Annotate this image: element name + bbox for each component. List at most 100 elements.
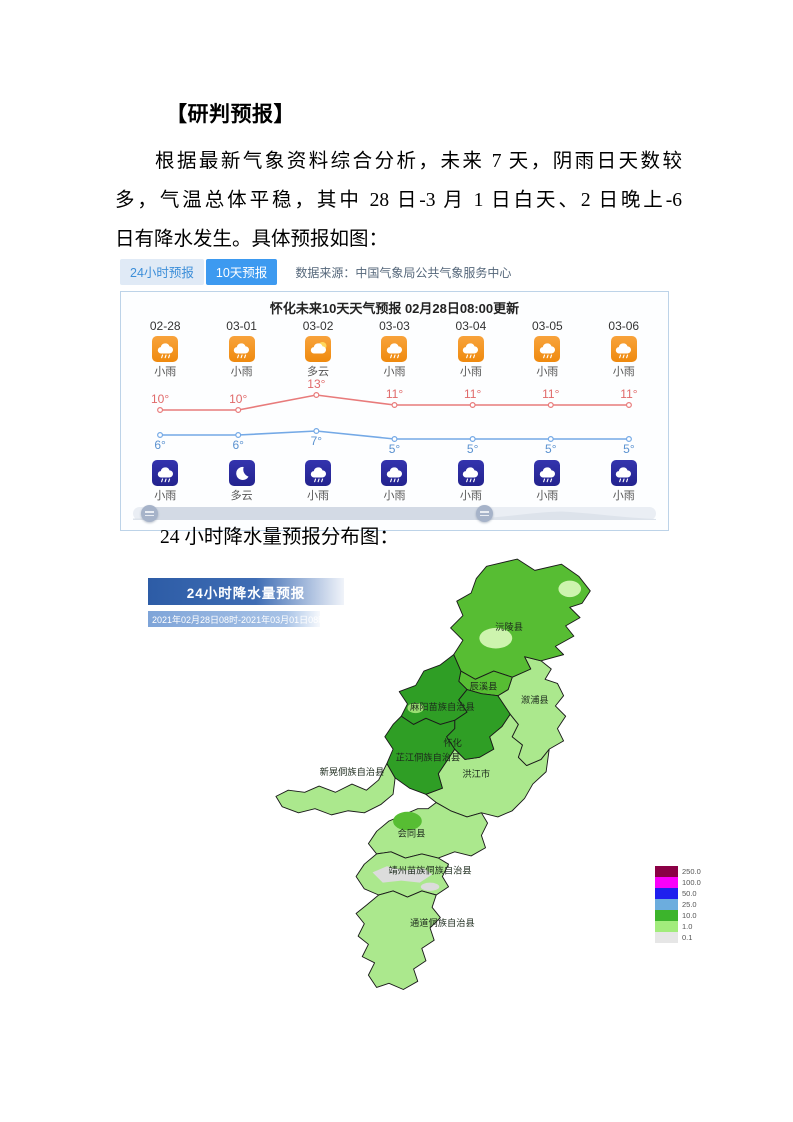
- temp-point: [313, 427, 320, 434]
- temp-point: [547, 435, 554, 442]
- forecast-date: 02-28: [149, 319, 181, 333]
- cloudy-weather-night-icon: [228, 460, 255, 486]
- legend-value: 1.0: [682, 922, 693, 931]
- legend-row: 1.0: [655, 921, 701, 932]
- high-temp-value: 11°: [464, 387, 481, 401]
- night-weather-label: 小雨: [536, 490, 559, 502]
- region-label-tongdao: 通道侗族自治县: [410, 917, 475, 928]
- slider-handle-right[interactable]: [475, 505, 493, 522]
- map-legend: 250.0 100.0 50.0 25.0 10.0 1.0 0.1: [655, 866, 701, 943]
- rain-weather-night-icon: [305, 460, 332, 486]
- legend-swatch: [655, 932, 678, 943]
- patch-yuanling-light: [479, 627, 513, 649]
- night-weather-cell: 多云: [203, 457, 279, 502]
- rain-weather-night-icon: [610, 460, 637, 486]
- legend-swatch: [655, 921, 678, 932]
- cloudy-weather-day-icon: [305, 336, 332, 362]
- low-temp-value: 6°: [154, 438, 166, 452]
- time-range-slider[interactable]: [133, 505, 656, 522]
- section-heading: 【研判预报】: [166, 102, 295, 126]
- night-weather-label: 小雨: [612, 490, 635, 502]
- day-weather-cell: 小雨: [433, 333, 509, 378]
- high-temp-value: 10°: [151, 392, 169, 406]
- forecast-tabs: 24小时预报 10天预报 数据来源：中国气象局公共气象服务中心: [120, 259, 669, 285]
- high-temp-value: 13°: [307, 379, 325, 391]
- day-weather-cell: 小雨: [127, 333, 203, 378]
- time-slider-area: [121, 501, 668, 522]
- rain-weather-day-icon: [152, 336, 179, 362]
- legend-swatch: [655, 888, 678, 899]
- legend-row: 250.0: [655, 866, 701, 877]
- rain-weather-night-icon: [152, 460, 179, 486]
- night-weather-label: 小雨: [154, 490, 177, 502]
- temp-point: [625, 435, 632, 442]
- night-weather-label: 多云: [230, 490, 253, 502]
- night-weather-label: 小雨: [383, 490, 406, 502]
- date-row: 02-28 03-01 03-02 03-03 03-04 03-05 03-06: [121, 319, 668, 333]
- temp-point: [625, 402, 632, 409]
- temp-point: [469, 402, 476, 409]
- day-weather-cell: 小雨: [203, 333, 279, 378]
- temp-point: [235, 407, 242, 414]
- day-weather-label: 小雨: [536, 366, 559, 378]
- region-xinhuang: [275, 763, 396, 816]
- night-weather-row: 小雨 多云 小雨 小雨 小雨 小雨 小雨: [121, 457, 668, 502]
- tab-10day-forecast[interactable]: 10天预报: [205, 259, 278, 285]
- forecast-date: 03-01: [226, 319, 257, 333]
- high-temp-value: 10°: [229, 392, 247, 406]
- paragraph-line: 根据最新气象资料综合分析，未来 7 天，阴雨日天数较: [155, 151, 682, 172]
- rain-weather-day-icon: [457, 336, 484, 362]
- legend-row: 25.0: [655, 899, 701, 910]
- forecast-date: 03-02: [302, 319, 334, 333]
- high-temp-value: 11°: [542, 387, 559, 401]
- slider-selected-range[interactable]: [146, 507, 486, 520]
- low-temp-value: 6°: [232, 438, 244, 452]
- forecast-title: 怀化未来10天天气预报 02月28日08:00更新: [269, 301, 520, 316]
- forecast-paragraph: 根据最新气象资料综合分析，未来 7 天，阴雨日天数较 多，气温总体平稳，其中 2…: [115, 142, 682, 259]
- region-label-xupu: 溆浦县: [521, 694, 549, 705]
- region-label-hongjiang: 洪江市: [462, 768, 490, 779]
- rain-weather-day-icon: [534, 336, 561, 362]
- region-zhijiang: [384, 715, 456, 795]
- night-weather-cell: 小雨: [433, 457, 509, 502]
- high-temp-value: 11°: [386, 387, 403, 401]
- paragraph-line: 日有降水发生。具体预报如图：: [115, 229, 389, 250]
- region-mayang: [398, 654, 468, 725]
- legend-value: 50.0: [682, 889, 697, 898]
- day-weather-label: 小雨: [459, 366, 482, 378]
- data-source-text: 数据来源：中国气象局公共气象服务中心: [295, 265, 512, 280]
- low-temp-value: 5°: [467, 442, 479, 456]
- map-banner-title: 24小时降水量预报: [148, 578, 344, 605]
- night-weather-label: 小雨: [307, 490, 330, 502]
- patch-jingzhou-gray: [372, 866, 433, 883]
- patch-mayang-light: [407, 702, 424, 714]
- temp-point: [391, 435, 398, 442]
- tab-24h-forecast[interactable]: 24小时预报: [120, 259, 204, 285]
- rain-weather-night-icon: [457, 460, 484, 486]
- night-weather-cell: 小雨: [509, 457, 585, 502]
- night-weather-label: 小雨: [459, 490, 482, 502]
- day-weather-cell: 小雨: [509, 333, 585, 378]
- temp-point: [391, 402, 398, 409]
- rain-weather-day-icon: [610, 336, 637, 362]
- map-banner-period: 2021年02月28日08时-2021年03月01日08时: [148, 611, 327, 627]
- day-weather-label: 小雨: [154, 366, 177, 378]
- paragraph-line: 多，气温总体平稳，其中 28 日-3 月 1 日白天、2 日晚上-6: [115, 190, 682, 211]
- day-weather-label: 多云: [307, 366, 330, 378]
- low-temp-value: 7°: [311, 434, 323, 448]
- patch-yuanling-ne-light: [558, 580, 582, 598]
- slider-handle-left[interactable]: [140, 505, 158, 522]
- legend-value: 10.0: [682, 911, 697, 920]
- forecast-date: 03-06: [608, 319, 640, 333]
- legend-swatch: [655, 877, 678, 888]
- forecast-widget: 24小时预报 10天预报 数据来源：中国气象局公共气象服务中心 怀化未来10天天…: [120, 259, 669, 531]
- region-label-jingzhou: 靖州苗族侗族自治县: [388, 864, 471, 875]
- rain-weather-day-icon: [381, 336, 408, 362]
- low-temp-value: 5°: [545, 442, 557, 456]
- legend-swatch: [655, 866, 678, 877]
- rain-weather-day-icon: [228, 336, 255, 362]
- region-label-huitong: 会同县: [398, 827, 426, 838]
- night-weather-cell: 小雨: [356, 457, 432, 502]
- forecast-date: 03-04: [455, 319, 487, 333]
- region-yuanling: [450, 558, 591, 680]
